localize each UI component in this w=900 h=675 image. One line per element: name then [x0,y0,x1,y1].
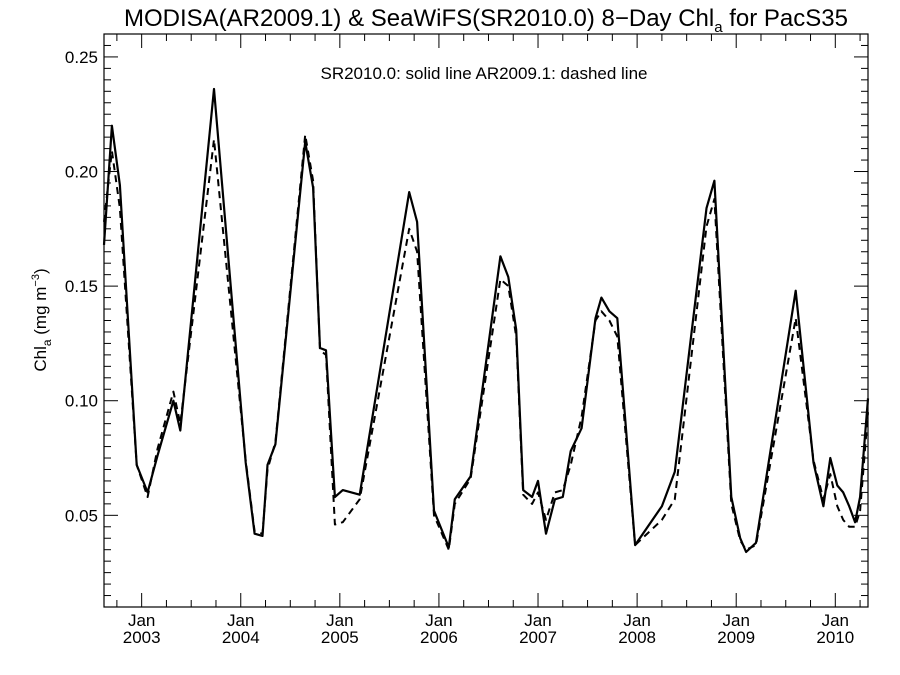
y-tick-label: 0.10 [65,392,98,411]
plot-frame [103,33,869,608]
y-tick-label: 0.25 [65,48,98,67]
x-tick-month-label: Jan [524,611,551,630]
y-tick-label: 0.15 [65,277,98,296]
x-tick-month-label: Jan [623,611,650,630]
y-axis-label: Chla (mg m−3) [30,268,54,371]
series-layer [102,87,870,554]
x-tick-month-label: Jan [326,611,353,630]
series-line-ar2009-dashed [103,133,869,551]
x-tick-year-label: 2006 [420,628,458,647]
y-tick-label: 0.05 [65,506,98,525]
x-tick-year-label: 2008 [618,628,656,647]
x-tick-year-label: 2005 [321,628,359,647]
x-tick-month-label: Jan [822,611,849,630]
series-line-sr2010-solid [102,87,870,554]
x-tick-month-label: Jan [128,611,155,630]
x-tick-month-label: Jan [722,611,749,630]
x-tick-year-label: 2007 [519,628,557,647]
x-axis-ticks: Jan2003Jan2004Jan2005Jan2006Jan2007Jan20… [116,34,861,647]
x-tick-year-label: 2004 [222,628,260,647]
series-annotation: SR2010.0: solid line AR2009.1: dashed li… [320,64,647,83]
x-tick-year-label: 2010 [816,628,854,647]
chart-title: MODISA(AR2009.1) & SeaWiFS(SR2010.0) 8−D… [124,5,848,36]
x-tick-month-label: Jan [227,611,254,630]
x-tick-month-label: Jan [425,611,452,630]
x-tick-year-label: 2003 [123,628,161,647]
y-axis-ticks: 0.05 0.10 0.15 0.20 0.25 [65,33,868,597]
y-tick-label: 0.20 [65,163,98,182]
x-tick-year-label: 2009 [717,628,755,647]
